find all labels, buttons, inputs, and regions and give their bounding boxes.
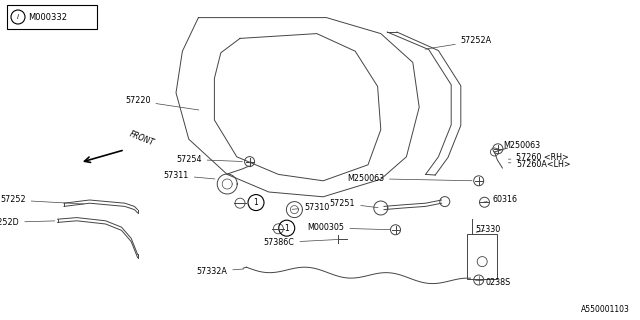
Text: 57252: 57252 (0, 196, 84, 204)
Text: 57220: 57220 (125, 96, 199, 110)
Text: 57330: 57330 (475, 225, 500, 234)
Text: FRONT: FRONT (128, 130, 156, 148)
Text: 60316: 60316 (484, 196, 518, 204)
Text: 57310: 57310 (292, 203, 329, 212)
Text: 57251: 57251 (330, 199, 378, 208)
Text: 57252A: 57252A (425, 36, 492, 49)
Text: 57332A: 57332A (196, 267, 244, 276)
Text: 57311: 57311 (164, 171, 215, 180)
Text: 0238S: 0238S (479, 278, 510, 287)
Text: i: i (17, 14, 19, 20)
Text: M000332: M000332 (28, 12, 67, 21)
Text: 1: 1 (284, 224, 289, 233)
Text: M000305: M000305 (307, 223, 390, 232)
Text: 57260A<LH>: 57260A<LH> (508, 160, 571, 169)
Text: A550001103: A550001103 (581, 305, 630, 314)
Text: 57260 <RH>: 57260 <RH> (508, 153, 569, 162)
Text: 1: 1 (253, 198, 259, 207)
Text: 57386C: 57386C (264, 238, 338, 247)
Text: M250063: M250063 (497, 141, 541, 150)
Bar (467, 234, 497, 279)
Text: 57252D: 57252D (0, 218, 55, 227)
Text: 57254: 57254 (176, 155, 243, 164)
Text: M250063: M250063 (347, 174, 472, 183)
FancyBboxPatch shape (7, 5, 97, 29)
